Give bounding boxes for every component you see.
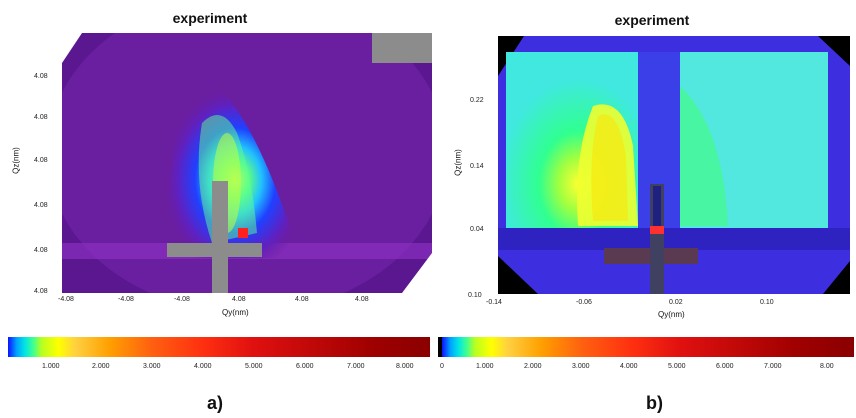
chart-a-cbar-tick: 6.000 [296,363,314,370]
chart-a-cbar-tick: 1.000 [42,363,60,370]
chart-b-xlabel: Qy(nm) [658,310,685,319]
chart-b-xtick: -0.06 [576,299,592,306]
chart-a-xtick: 4.08 [295,296,309,303]
chart-a-cbar-tick: 4.000 [194,363,212,370]
chart-a-ylabel: Qz(nm) [11,147,21,174]
chart-a-colorbar [8,337,430,357]
chart-b-plot [498,36,850,294]
chart-a-xtick: 4.08 [232,296,246,303]
chart-b-cbar-tick: 1.000 [476,363,494,370]
chart-b-cbar-tick: 2.000 [524,363,542,370]
chart-b-panel-label: b) [646,393,663,413]
chart-a-xlabel: Qy(nm) [222,308,249,317]
chart-a-ytick: 4.08 [34,114,48,121]
chart-a-ytick: 4.08 [34,288,48,295]
chart-a-ytick: 4.08 [34,247,48,254]
chart-b-cbar-tick: 7.000 [764,363,782,370]
chart-b-cbar-tick: 3.000 [572,363,590,370]
chart-a-cbar-tick: 7.000 [347,363,365,370]
chart-a-cbar-tick: 8.000 [396,363,414,370]
chart-a-ytick: 4.08 [34,202,48,209]
chart-a-ytick: 4.08 [34,157,48,164]
chart-b-cbar-tick: 5.000 [668,363,686,370]
chart-b-ytick: 0.10 [468,292,482,299]
chart-a-xtick: 4.08 [355,296,369,303]
chart-a-panel-label: a) [207,393,224,413]
chart-b-ylabel: Qz(nm) [453,149,463,176]
chart-a-title: experiment [172,10,248,26]
chart-b-cbar-tick: 6.000 [716,363,734,370]
chart-b-cbar-tick: 0 [440,363,444,370]
chart-b-xtick: 0.02 [669,299,683,306]
chart-a-xtick: -4.08 [58,296,74,303]
chart-a-xtick: -4.08 [118,296,134,303]
chart-b-ytick: 0.22 [470,97,484,104]
chart-b-ytick: 0.04 [470,226,484,233]
chart-b-cbar-tick: 8.00 [820,363,834,370]
chart-a-cbar-tick: 2.000 [92,363,110,370]
chart-b-title: experiment [614,12,690,28]
chart-a-cbar-tick: 5.000 [245,363,263,370]
chart-a-plot [62,33,432,293]
chart-a-ytick: 4.08 [34,73,48,80]
chart-a-cbar-tick: 3.000 [143,363,161,370]
chart-b-colorbar [438,337,854,357]
chart-b-ytick: 0.14 [470,163,484,170]
chart-b-cbar-tick: 4.000 [620,363,638,370]
chart-b-xtick: -0.14 [486,299,502,306]
chart-b-xtick: 0.10 [760,299,774,306]
chart-a-xtick: -4.08 [174,296,190,303]
